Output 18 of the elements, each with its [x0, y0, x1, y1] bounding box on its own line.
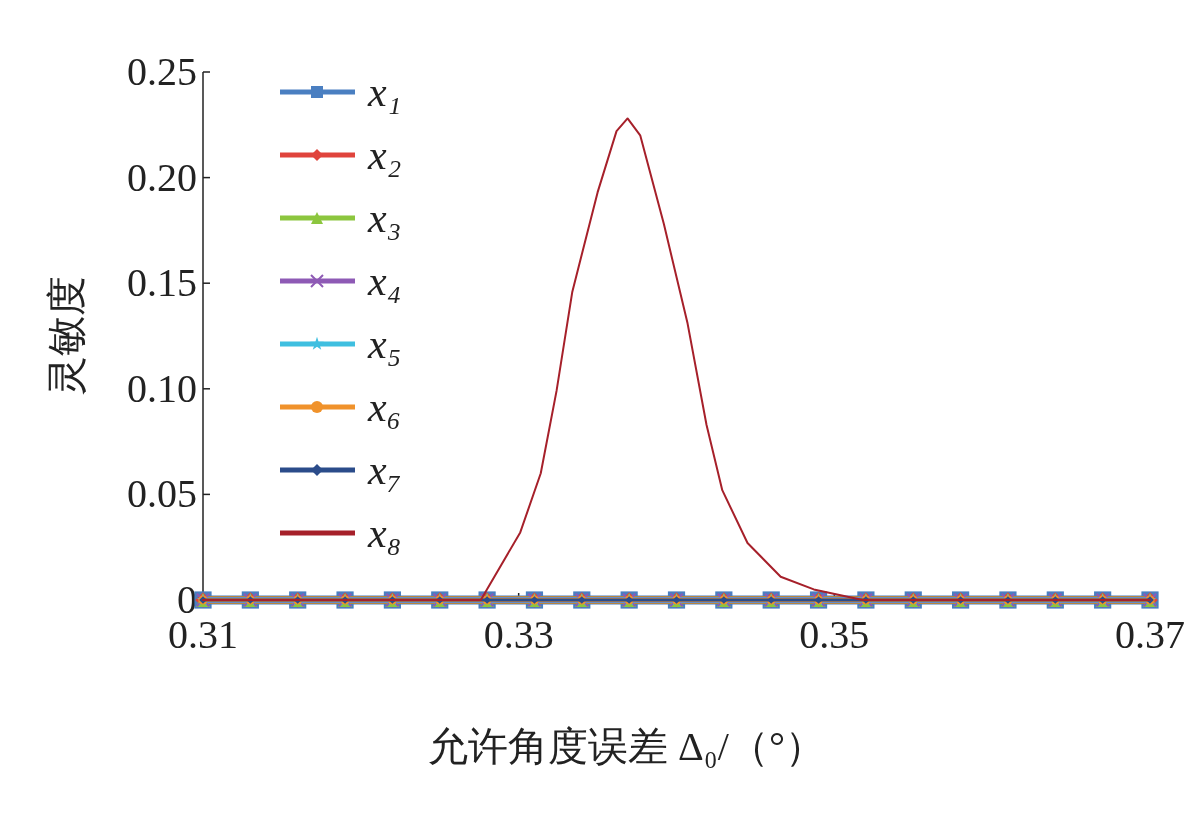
- x-tick-label: 0.35: [799, 612, 870, 657]
- legend-label: x₄: [367, 258, 402, 304]
- y-tick-label: 0.15: [127, 260, 197, 306]
- legend-label: x₇: [367, 447, 402, 493]
- x-axis-title: 允许角度误差 Δ₀/（°）: [428, 724, 825, 769]
- y-tick-label: 0.25: [127, 49, 197, 94]
- legend-label: x₁: [367, 69, 402, 115]
- y-tick-label: 0.20: [127, 154, 197, 200]
- y-tick-label: 0.10: [127, 365, 197, 411]
- legend-label: x₆: [367, 384, 402, 430]
- y-tick-label: 0.05: [127, 471, 197, 517]
- y-axis-title: 灵敏度: [44, 276, 89, 396]
- legend-label: x₂: [367, 132, 402, 178]
- legend-label: x₃: [367, 195, 402, 241]
- x-tick-label: 0.33: [483, 612, 554, 657]
- legend-label: x₅: [367, 321, 402, 367]
- legend-label: x₈: [367, 510, 402, 556]
- x-tick-label: 0.37: [1115, 612, 1185, 657]
